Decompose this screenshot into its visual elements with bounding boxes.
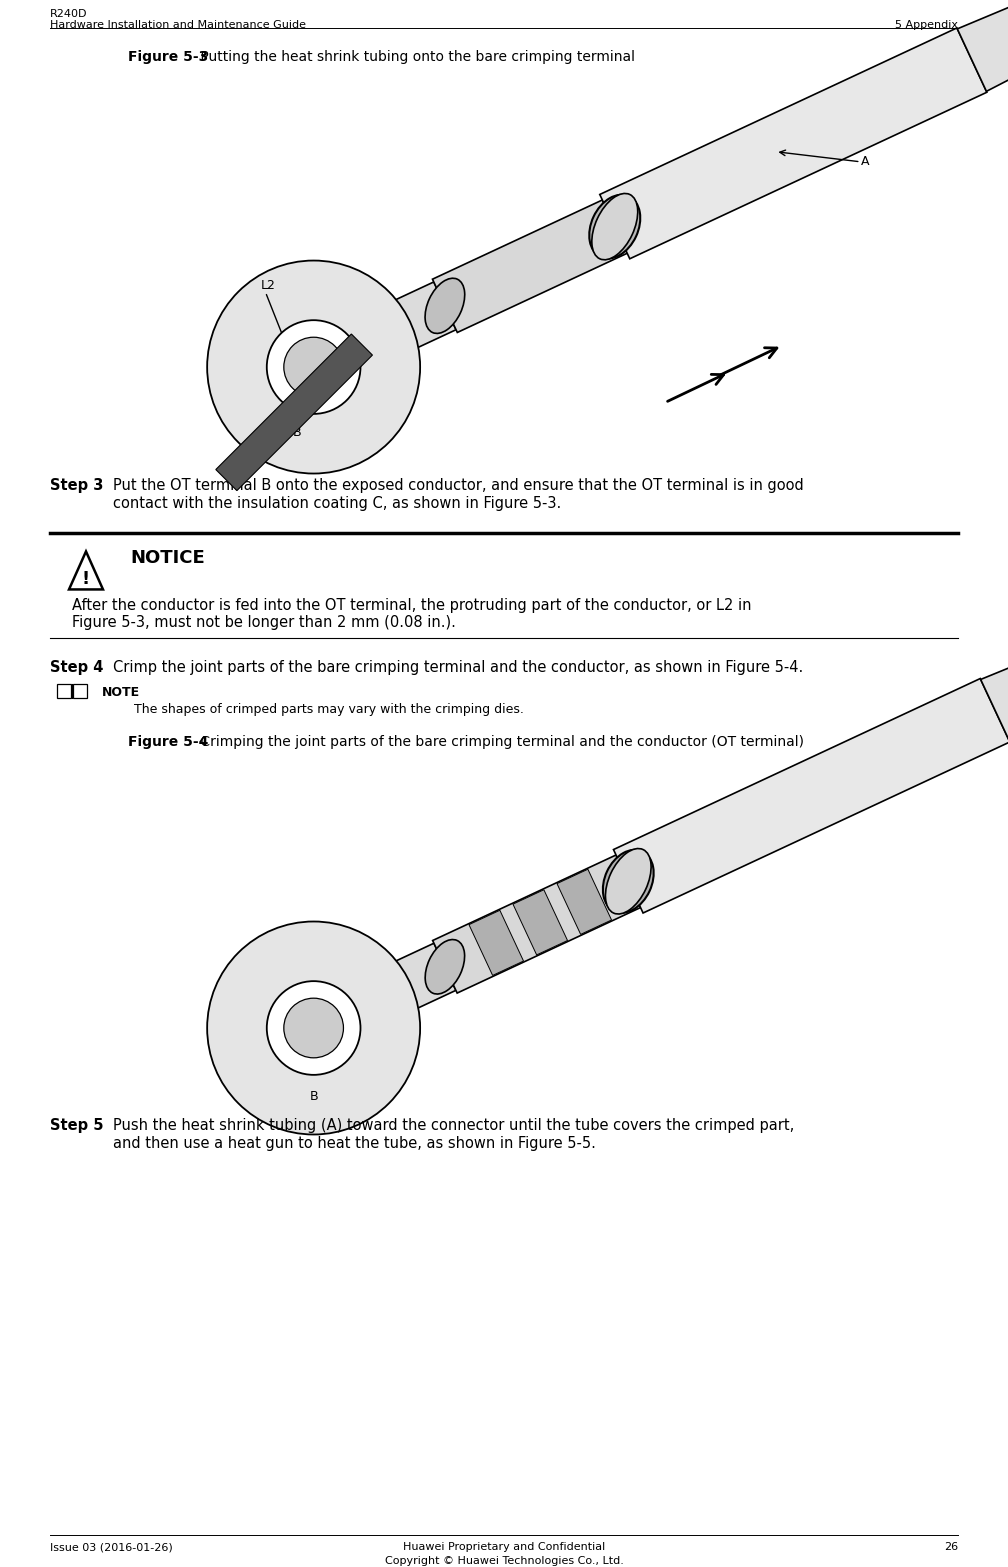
Circle shape (267, 320, 361, 414)
Text: Step 3: Step 3 (50, 478, 104, 494)
Polygon shape (69, 552, 103, 589)
FancyBboxPatch shape (57, 685, 71, 697)
Text: NOTICE: NOTICE (130, 548, 205, 567)
Polygon shape (981, 632, 1008, 741)
Text: Figure 5-3, must not be longer than 2 mm (0.08 in.).: Figure 5-3, must not be longer than 2 mm… (72, 614, 456, 630)
Polygon shape (469, 910, 523, 975)
Polygon shape (302, 943, 456, 1051)
Text: Hardware Installation and Maintenance Guide: Hardware Installation and Maintenance Gu… (50, 20, 306, 30)
Ellipse shape (425, 940, 465, 993)
Text: !: ! (82, 570, 90, 588)
FancyBboxPatch shape (73, 685, 87, 697)
Text: Huawei Proprietary and Confidential: Huawei Proprietary and Confidential (403, 1542, 605, 1551)
Polygon shape (557, 870, 612, 934)
Text: A: A (861, 155, 869, 168)
Text: contact with the insulation coating C, as shown in Figure 5-3.: contact with the insulation coating C, a… (113, 497, 561, 511)
Polygon shape (216, 334, 372, 490)
Text: The shapes of crimped parts may vary with the crimping dies.: The shapes of crimped parts may vary wit… (134, 704, 524, 716)
Polygon shape (958, 0, 1008, 91)
Text: 26: 26 (943, 1542, 958, 1551)
Text: Copyright © Huawei Technologies Co., Ltd.: Copyright © Huawei Technologies Co., Ltd… (385, 1556, 623, 1565)
Polygon shape (432, 201, 627, 332)
Ellipse shape (603, 849, 653, 914)
Text: Crimp the joint parts of the bare crimping terminal and the conductor, as shown : Crimp the joint parts of the bare crimpi… (113, 660, 803, 675)
Text: Crimping the joint parts of the bare crimping terminal and the conductor (OT ter: Crimping the joint parts of the bare cri… (196, 735, 804, 749)
Polygon shape (432, 856, 640, 993)
Text: R240D: R240D (50, 9, 88, 19)
Circle shape (284, 998, 344, 1058)
Polygon shape (513, 890, 568, 954)
Ellipse shape (606, 849, 651, 914)
Text: Step 5: Step 5 (50, 1117, 104, 1133)
Text: B: B (292, 426, 301, 439)
Text: Push the heat shrink tubing (A) toward the connector until the tube covers the c: Push the heat shrink tubing (A) toward t… (113, 1117, 794, 1133)
Circle shape (207, 921, 420, 1135)
Text: Figure 5-4: Figure 5-4 (128, 735, 209, 749)
Circle shape (284, 337, 344, 396)
Text: Putting the heat shrink tubing onto the bare crimping terminal: Putting the heat shrink tubing onto the … (196, 50, 635, 64)
Text: Figure 5-3: Figure 5-3 (128, 50, 209, 64)
Text: Put the OT terminal B onto the exposed conductor, and ensure that the OT termina: Put the OT terminal B onto the exposed c… (113, 478, 803, 494)
Ellipse shape (590, 194, 640, 259)
Polygon shape (600, 28, 987, 259)
Polygon shape (302, 282, 456, 390)
Ellipse shape (592, 193, 638, 260)
Ellipse shape (425, 279, 465, 334)
Text: NOTE: NOTE (102, 686, 140, 699)
Circle shape (267, 981, 361, 1075)
Text: L2: L2 (260, 279, 275, 293)
Text: After the conductor is fed into the OT terminal, the protruding part of the cond: After the conductor is fed into the OT t… (72, 599, 752, 613)
Text: Issue 03 (2016-01-26): Issue 03 (2016-01-26) (50, 1542, 172, 1551)
Text: Step 4: Step 4 (50, 660, 104, 675)
Text: B: B (309, 1089, 318, 1103)
Polygon shape (614, 679, 1008, 914)
Circle shape (207, 260, 420, 473)
Text: and then use a heat gun to heat the tube, as shown in Figure 5-5.: and then use a heat gun to heat the tube… (113, 1136, 596, 1152)
Text: 5 Appendix: 5 Appendix (895, 20, 958, 30)
